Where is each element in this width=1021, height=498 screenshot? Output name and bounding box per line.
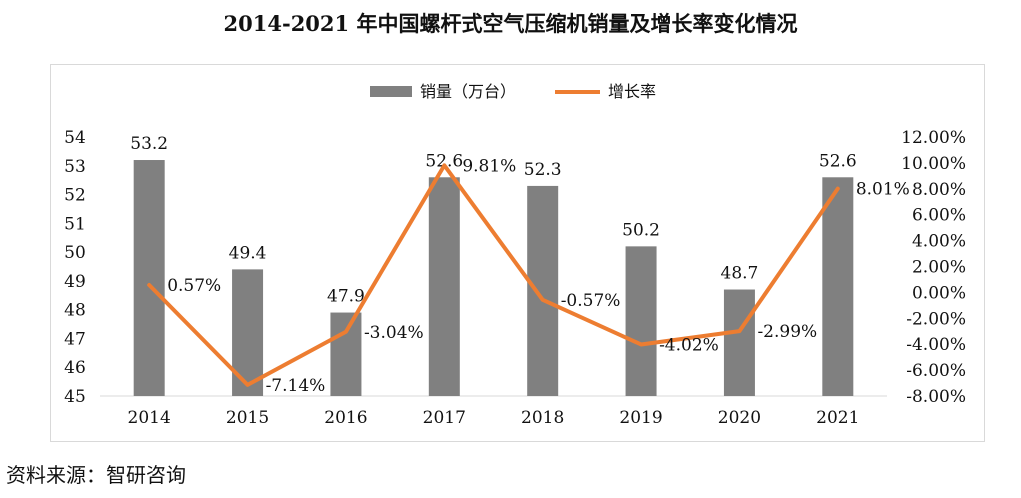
x-tick-label: 2018 (521, 408, 564, 428)
y-right-tick-label: 12.00% (901, 128, 966, 148)
y-left-tick-label: 45 (64, 387, 86, 407)
line-value-label: -3.04% (364, 323, 424, 343)
x-tick-label: 2015 (226, 408, 269, 428)
y-right-tick-label: 4.00% (912, 232, 966, 252)
y-left-tick-label: 46 (64, 358, 86, 378)
x-tick-label: 2014 (128, 408, 171, 428)
y-left-tick-label: 51 (64, 214, 86, 234)
y-left-tick-label: 50 (64, 243, 86, 263)
y-left-tick-label: 54 (64, 128, 86, 148)
y-right-tick-label: -2.00% (906, 309, 966, 329)
y-right-tick-label: 10.00% (901, 154, 966, 174)
x-tick-label: 2021 (816, 408, 859, 428)
legend-label-line: 增长率 (608, 82, 656, 101)
line-value-label: -4.02% (659, 335, 719, 355)
y-right-tick-label: -4.00% (906, 335, 966, 355)
y-right-tick-label: 6.00% (912, 206, 966, 226)
chart-title: 2014-2021 年中国螺杆式空气压缩机销量及增长率变化情况 (223, 11, 798, 36)
line-value-label: 8.01% (856, 180, 910, 200)
bar (625, 246, 657, 396)
source-note: 资料来源：智研咨询 (6, 463, 186, 487)
x-tick-label: 2019 (619, 408, 662, 428)
x-tick-label: 2016 (324, 408, 367, 428)
y-left-tick-label: 47 (64, 329, 86, 349)
y-left-tick-label: 53 (64, 157, 86, 177)
bar-value-label: 52.6 (819, 151, 857, 171)
legend-label-bar: 销量（万台） (420, 82, 516, 101)
y-right-tick-label: 2.00% (912, 258, 966, 278)
bar (133, 160, 165, 396)
line-value-label: 0.57% (167, 276, 221, 296)
bar (822, 177, 854, 396)
y-left-tick-label: 52 (64, 186, 86, 206)
line-value-label: -7.14% (266, 376, 326, 396)
y-left-tick-label: 49 (64, 272, 86, 292)
bar-value-label: 47.9 (327, 287, 365, 307)
x-tick-label: 2020 (718, 408, 761, 428)
line-value-label: -0.57% (561, 291, 621, 311)
bar-value-label: 53.2 (130, 134, 168, 154)
bar-value-label: 48.7 (721, 264, 759, 284)
bar (330, 312, 362, 396)
chart-frame (50, 64, 985, 442)
bar-value-label: 52.3 (524, 160, 562, 180)
line-value-label: -2.99% (757, 322, 817, 342)
bar-value-label: 49.4 (229, 243, 267, 263)
legend-swatch-bar (370, 86, 412, 97)
y-right-tick-label: 0.00% (912, 283, 966, 303)
y-right-tick-label: 8.00% (912, 180, 966, 200)
growth-line (147, 163, 840, 387)
bar-value-label: 50.2 (622, 220, 660, 240)
bar (723, 289, 755, 396)
bar (527, 185, 559, 396)
y-right-tick-label: -8.00% (906, 387, 966, 407)
bar (428, 177, 460, 396)
bar-value-label: 52.6 (425, 151, 463, 171)
line-value-label: 9.81% (462, 156, 516, 176)
x-tick-label: 2017 (423, 408, 466, 428)
y-right-tick-label: -6.00% (906, 361, 966, 381)
y-left-tick-label: 48 (64, 301, 86, 321)
